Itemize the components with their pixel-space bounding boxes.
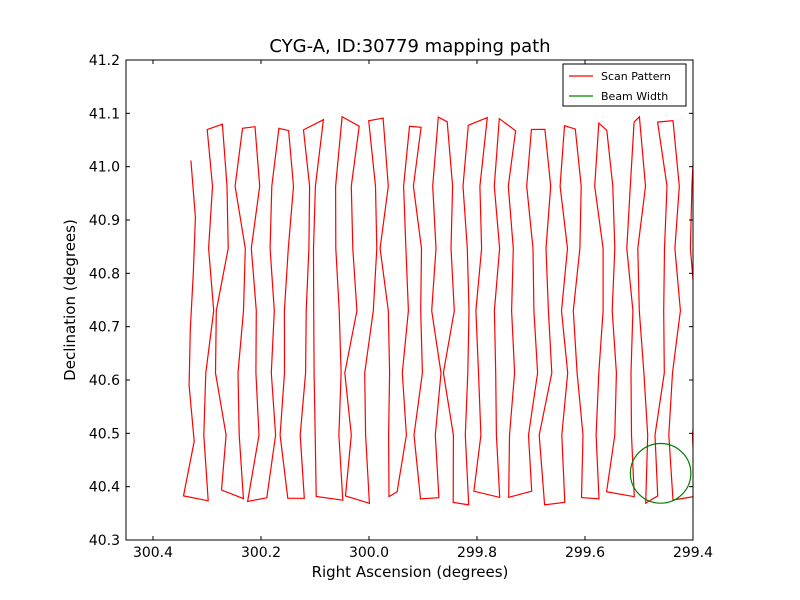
x-axis-label: Right Ascension (degrees) — [312, 563, 509, 581]
y-tick-label: 40.5 — [89, 426, 120, 442]
x-tick-label: 299.4 — [673, 545, 713, 561]
x-tick-label: 300.0 — [349, 545, 389, 561]
y-axis-ticks: 40.3 40.4 40.5 40.6 40.7 40.8 40.9 41.0 41.1 41.2 — [89, 53, 693, 549]
x-tick-label: 299.8 — [457, 545, 497, 561]
legend-scan-pattern-label: Scan Pattern — [601, 70, 671, 83]
scan-pattern-line — [182, 115, 693, 506]
y-tick-label: 41.1 — [89, 106, 120, 122]
x-axis-ticks: 300.4 300.2 300.0 299.8 299.6 299.4 — [133, 60, 713, 561]
y-tick-label: 40.7 — [89, 320, 120, 336]
plot-frame — [125, 59, 694, 541]
x-tick-label: 300.2 — [241, 545, 281, 561]
y-tick-label: 40.6 — [89, 373, 120, 389]
legend-box — [562, 63, 687, 107]
y-tick-label: 41.0 — [89, 160, 120, 176]
chart-title: CYG-A, ID:30779 mapping path — [269, 36, 550, 57]
x-tick-label: 299.6 — [565, 545, 605, 561]
x-tick-label: 300.4 — [133, 545, 173, 561]
y-tick-label: 40.9 — [89, 213, 120, 229]
y-tick-label: 40.3 — [89, 533, 120, 549]
plot-area — [182, 115, 693, 506]
y-tick-label: 40.8 — [89, 266, 120, 282]
legend-beam-width-label: Beam Width — [601, 90, 668, 103]
y-tick-label: 40.4 — [89, 480, 120, 496]
y-tick-label: 41.2 — [89, 53, 120, 69]
y-axis-label: Declination (degrees) — [61, 219, 79, 381]
beam-width-circle — [629, 442, 692, 504]
legend: Scan Pattern Beam Width — [562, 63, 687, 107]
